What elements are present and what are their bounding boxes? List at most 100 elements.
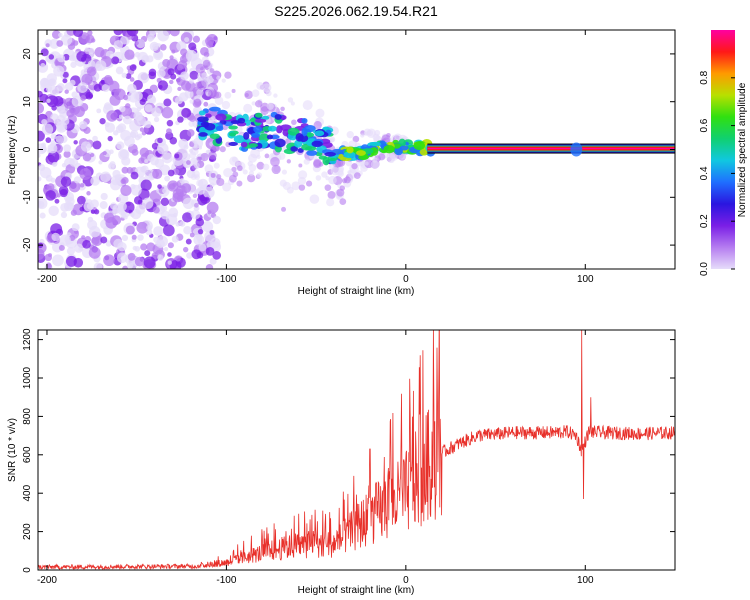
chart-title: S225.2026.062.19.54.R21 (274, 3, 438, 19)
heatmap-ridge-blob (306, 150, 318, 156)
heatmap-noise-blob (136, 221, 149, 234)
heatmap-noise-blob (92, 135, 98, 142)
heatmap-noise-blob (291, 181, 301, 191)
heatmap-noise-blob (102, 151, 107, 156)
heatmap-noise-blob (61, 34, 73, 46)
heatmap-noise-blob (167, 68, 175, 76)
heatmap-noise-blob (236, 126, 243, 133)
heatmap-noise-blob (256, 82, 264, 90)
heatmap-noise-blob (96, 108, 102, 114)
snr-series-line (38, 330, 675, 570)
heatmap-ridge-blob (311, 140, 323, 148)
heatmap-noise-blob (157, 30, 170, 42)
heatmap-noise-blob (60, 211, 68, 219)
heatmap-noise-blob (90, 176, 100, 186)
heatmap-noise-blob (364, 161, 369, 166)
heatmap-noise-blob (196, 156, 201, 161)
carrier-bright-spot (570, 142, 583, 157)
heatmap-noise-blob (134, 51, 141, 58)
heatmap-noise-blob (363, 131, 369, 136)
heatmap-ridge-blob (249, 143, 258, 148)
heatmap-noise-blob (372, 157, 378, 163)
snr-frame (37, 329, 676, 571)
heatmap-ridge-blob (358, 154, 369, 161)
heatmap-noise-blob (86, 66, 97, 77)
heatmap-noise-blob (156, 235, 168, 248)
heatmap-ridge-blob (274, 113, 282, 120)
heatmap-noise-blob (191, 249, 202, 260)
heatmap-noise-blob (156, 142, 169, 155)
heatmap-noise-blob (147, 94, 156, 104)
heatmap-noise-blob (47, 151, 60, 163)
heatmap-noise-blob (109, 202, 118, 210)
heatmap-noise-blob (103, 212, 115, 224)
heatmap-noise-blob (100, 236, 108, 244)
heatmap-noise-blob (66, 109, 75, 118)
heatmap-noise-blob (147, 36, 153, 42)
heatmap-noise-blob (90, 153, 95, 158)
heatmap-noise-blob (106, 110, 118, 122)
heatmap-noise-blob (157, 69, 166, 78)
heatmap-noise-blob (195, 63, 206, 74)
heatmap-ridge-blob (228, 132, 237, 137)
heatmap-noise-blob (221, 78, 226, 83)
heatmap-noise-blob (203, 51, 210, 58)
heatmap-noise-blob (386, 152, 396, 162)
y-tick-label: 0 (22, 567, 33, 573)
heatmap-noise-blob (60, 176, 72, 187)
heatmap-noise-blob (224, 91, 232, 99)
spectrogram-ylabel: Frequency (Hz) (7, 116, 18, 185)
heatmap-noise-blob (271, 164, 281, 175)
heatmap-noise-blob (255, 100, 263, 108)
heatmap-noise-blob (248, 170, 254, 176)
heatmap-noise-blob (47, 143, 58, 154)
heatmap-noise-blob (169, 136, 178, 145)
heatmap-noise-blob (175, 256, 181, 262)
heatmap-noise-blob (127, 252, 136, 261)
heatmap-noise-blob (266, 102, 274, 110)
heatmap-noise-blob (144, 159, 149, 164)
heatmap-noise-blob (140, 243, 148, 251)
colorbar-label: Normalized spectral amplitude (737, 82, 748, 217)
heatmap-noise-blob (182, 197, 195, 210)
x-tick-label: 0 (403, 274, 409, 285)
heatmap-noise-blob (99, 201, 108, 210)
heatmap-noise-blob (164, 175, 171, 182)
heatmap-noise-blob (180, 48, 188, 56)
heatmap-noise-blob (40, 48, 49, 57)
heatmap-noise-blob (90, 209, 96, 214)
heatmap-noise-blob (79, 183, 85, 188)
heatmap-noise-blob (193, 98, 202, 107)
heatmap-noise-blob (190, 174, 197, 181)
heatmap-noise-blob (360, 133, 365, 138)
heatmap-noise-blob (321, 171, 328, 178)
heatmap-noise-blob (183, 226, 192, 235)
heatmap-noise-blob (49, 85, 60, 96)
heatmap-noise-blob (378, 153, 386, 161)
heatmap-noise-blob (171, 235, 179, 243)
heatmap-ridge-blob (204, 123, 216, 131)
heatmap-ridge-blob (266, 134, 274, 140)
heatmap-noise-blob (98, 160, 103, 165)
heatmap-noise-blob (161, 106, 174, 119)
heatmap-noise-blob (87, 216, 94, 223)
heatmap-noise-blob (133, 196, 143, 205)
heatmap-noise-blob (129, 77, 135, 82)
heatmap-noise-blob (62, 71, 69, 78)
heatmap-noise-blob (153, 226, 164, 237)
snr-background (38, 330, 675, 570)
heatmap-noise-blob (223, 167, 233, 178)
heatmap-noise-blob (186, 252, 193, 259)
heatmap-noise-blob (89, 225, 101, 238)
heatmap-noise-blob (109, 161, 116, 168)
heatmap-noise-blob (77, 82, 88, 93)
heatmap-noise-blob (192, 35, 201, 43)
heatmap-noise-blob (212, 251, 222, 260)
heatmap-noise-blob (144, 104, 153, 113)
heatmap-noise-blob (39, 212, 46, 219)
heatmap-noise-blob (62, 78, 68, 84)
heatmap-ridge-blob (301, 127, 308, 137)
heatmap-noise-blob (152, 206, 160, 214)
